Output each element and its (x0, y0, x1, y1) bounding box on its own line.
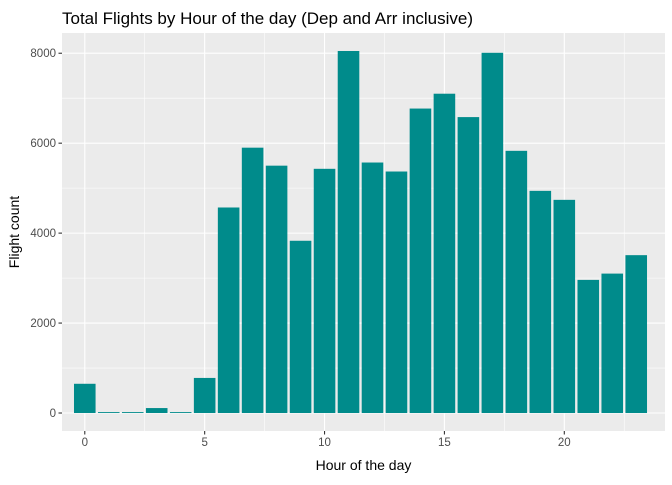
y-tick-label: 0 (50, 408, 56, 420)
bar-hour-11 (337, 50, 360, 414)
x-tick-label: 0 (82, 437, 88, 449)
x-tick-label: 10 (318, 437, 331, 449)
chart-title: Total Flights by Hour of the day (Dep an… (62, 9, 473, 28)
bar-hour-22 (601, 273, 624, 414)
bar-hour-2 (121, 412, 144, 414)
bar-hour-3 (145, 408, 168, 414)
bar-hour-19 (529, 190, 552, 414)
bar-hour-20 (553, 199, 576, 414)
bar-hour-8 (265, 165, 288, 414)
y-tick-label: 8000 (30, 48, 56, 60)
bar-hour-4 (169, 412, 192, 414)
bar-hour-9 (289, 240, 312, 414)
y-axis-ticks: 0 2000 4000 6000 8000 (30, 48, 62, 420)
bar-hour-6 (217, 207, 240, 414)
bar-hour-1 (97, 412, 120, 414)
bar-hour-15 (433, 93, 456, 414)
y-tick-label: 2000 (30, 318, 56, 330)
x-tick-label: 15 (438, 437, 451, 449)
bar-hour-23 (625, 255, 648, 414)
bar-hour-16 (457, 117, 480, 414)
y-tick-label: 6000 (30, 138, 56, 150)
bar-hour-12 (361, 162, 384, 414)
bar-hour-18 (505, 150, 528, 414)
bar-hour-5 (193, 377, 216, 414)
x-axis-title: Hour of the day (316, 457, 412, 473)
y-axis-title: Flight count (6, 196, 22, 268)
bar-hour-10 (313, 168, 336, 414)
bars (73, 50, 648, 414)
bar-hour-0 (73, 383, 96, 414)
bar-hour-17 (481, 52, 504, 414)
bar-hour-14 (409, 108, 432, 414)
x-tick-label: 20 (558, 437, 571, 449)
x-axis-ticks: 0 5 10 15 20 (82, 431, 571, 449)
bar-hour-7 (241, 147, 264, 414)
x-tick-label: 5 (201, 437, 207, 449)
y-tick-label: 4000 (30, 228, 56, 240)
bar-hour-21 (577, 279, 600, 414)
bar-hour-13 (385, 171, 408, 414)
